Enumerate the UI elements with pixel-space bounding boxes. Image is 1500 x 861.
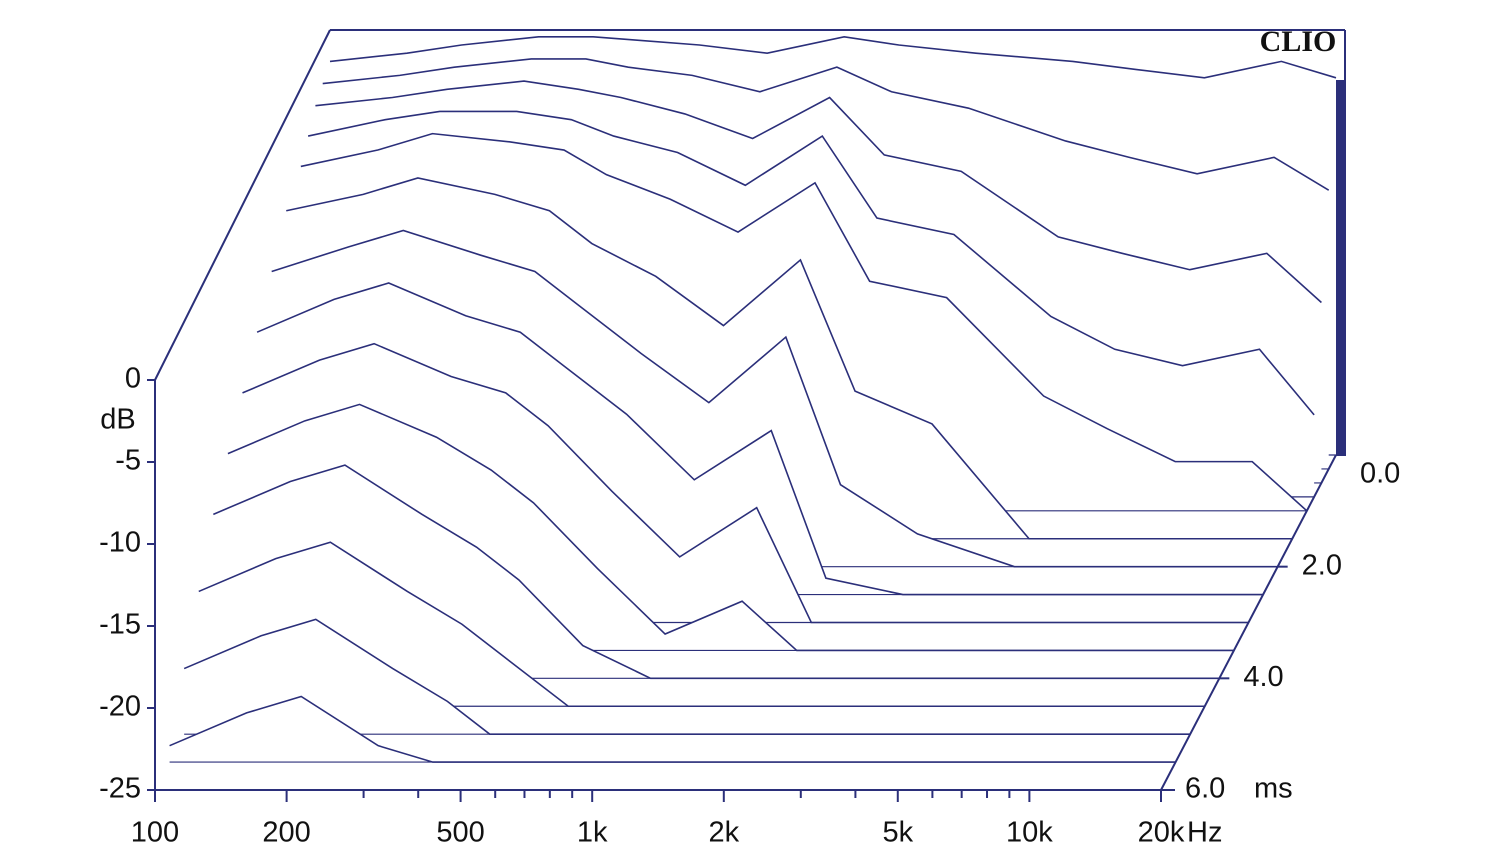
slice-line: [183, 618, 1191, 735]
slice-line: [329, 35, 1337, 79]
y-tick-label: 0: [125, 363, 141, 395]
slice-fill: [213, 465, 1220, 679]
z-unit: ms: [1254, 773, 1293, 805]
x-unit: Hz: [1187, 817, 1222, 849]
z-tick-label: 0.0: [1360, 458, 1400, 490]
x-tick-label: 500: [436, 817, 484, 849]
slice-line: [256, 282, 1264, 596]
y-tick-label: -20: [99, 691, 141, 723]
scale-bar: [1336, 80, 1345, 455]
slice-fill: [198, 542, 1205, 707]
y-tick-label: -15: [99, 609, 141, 641]
slice-line: [322, 58, 1330, 191]
x-tick-label: 10k: [1006, 817, 1053, 849]
slice-line: [169, 695, 1176, 763]
x-tick-label: 2k: [708, 817, 739, 849]
slice-fill: [184, 619, 1191, 735]
slice-fill: [169, 696, 1176, 763]
slice-line: [227, 403, 1234, 652]
slice-line: [242, 342, 1249, 624]
wall-edge: [154, 29, 331, 381]
x-tick-label: 100: [131, 817, 179, 849]
x-tick-label: 200: [262, 817, 310, 849]
slice-line: [300, 132, 1308, 512]
z-tick-label: 6.0: [1185, 773, 1225, 805]
slice-line: [315, 80, 1322, 304]
slice-line: [307, 110, 1315, 416]
slice-line: [286, 177, 1293, 540]
depth-edge: [1160, 454, 1337, 791]
slice-line: [271, 229, 1278, 568]
y-tick-label: -25: [99, 773, 141, 805]
x-tick-label: 20k: [1138, 817, 1185, 849]
slice-line: [213, 464, 1220, 680]
y-tick-label: -10: [99, 527, 141, 559]
z-tick-label: 4.0: [1243, 661, 1283, 693]
y-axis-label: dB: [100, 404, 135, 436]
y-tick-label: -5: [115, 445, 141, 477]
x-tick-label: 1k: [577, 817, 608, 849]
z-tick-label: 2.0: [1302, 549, 1342, 581]
x-tick-label: 5k: [882, 817, 913, 849]
slice-line: [198, 541, 1205, 708]
